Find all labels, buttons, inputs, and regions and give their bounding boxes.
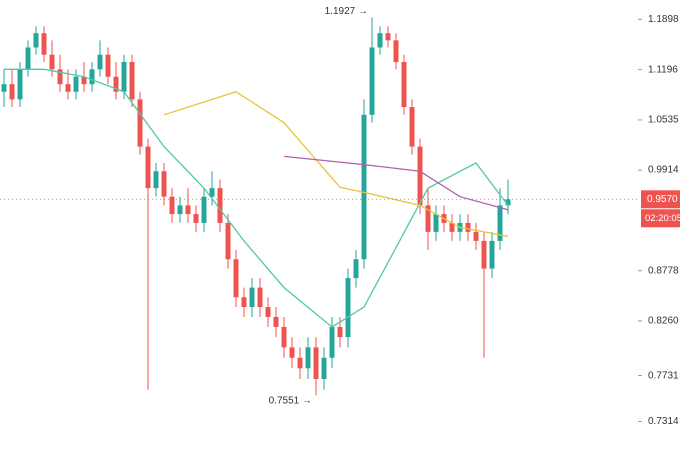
candle-body [449,222,455,232]
candle-body [353,259,359,279]
candle-body [169,196,175,215]
last-price-label: 0.9570 [647,194,678,205]
y-tick-label: 0.9914 [648,165,679,176]
candle-body [465,222,471,232]
candle-body [233,259,239,298]
candle-body [433,214,439,232]
candle-body [313,347,319,379]
candle-body [145,146,151,189]
candle-body [321,357,327,379]
candle-body [225,222,231,260]
candle-body [209,188,215,197]
candle-body [473,231,479,241]
candle-body [49,54,55,70]
candle-body [89,69,95,85]
candle-body [153,171,159,189]
candle-body [393,40,399,62]
candle-body [385,33,391,41]
candle-body [289,347,295,358]
y-tick-label: 0.7314 [648,416,679,427]
countdown-box [641,209,680,228]
candle-body [241,297,247,308]
candle-body [345,278,351,338]
candle-body [1,84,7,92]
candle-body [409,107,415,147]
candle-body [417,146,423,206]
candle-body [305,347,311,369]
candle-body [369,47,375,115]
candle-body [65,84,71,92]
candle-body [113,76,119,92]
candle-body [273,316,279,327]
y-tick-label: 1.0535 [648,115,679,126]
candle-body [185,205,191,215]
candle-body [481,240,487,269]
candle-body [57,69,63,85]
candle-body [201,196,207,223]
candle-body [281,326,287,348]
candle-body [137,99,143,147]
y-tick-label: 0.8778 [648,265,679,276]
candle-body [497,205,503,241]
moving-average [4,68,509,328]
candle-body [129,61,135,100]
y-tick-label: 0.8260 [648,316,679,327]
candle-body [425,205,431,232]
y-tick-label: 1.1196 [648,64,678,75]
candle-body [105,54,111,77]
candle-body [297,357,303,369]
moving-average [283,155,509,211]
candle-body [121,61,127,92]
price-annotation: 0.7551 → [269,396,312,407]
candle-body [249,287,255,308]
candle-body [33,33,39,48]
candle-body [337,326,343,338]
candle-body [97,54,103,70]
candle-body [25,47,31,70]
candle-body [257,287,263,308]
candle-body [217,188,223,223]
y-tick-label: 0.7731 [648,370,679,381]
price-annotation: 1.1927 → [325,6,368,17]
candle-body [401,61,407,108]
candle-body [265,307,271,317]
y-tick-label: 1.1898 [648,14,679,25]
candle-body [329,326,335,358]
candle-body [193,214,199,223]
candle-body [361,114,367,260]
candle-body [377,33,383,48]
candle-body [9,84,15,100]
candle-body [505,199,511,206]
candle-body [161,171,167,197]
last-price-box [641,190,680,209]
moving-average [163,91,509,238]
candle-body [81,76,87,85]
candle-body [73,76,79,92]
countdown-label: 02:20:05 [645,213,680,224]
candle-body [17,69,23,100]
candle-body [489,240,495,269]
candle-body [177,205,183,215]
candle-body [41,33,47,55]
